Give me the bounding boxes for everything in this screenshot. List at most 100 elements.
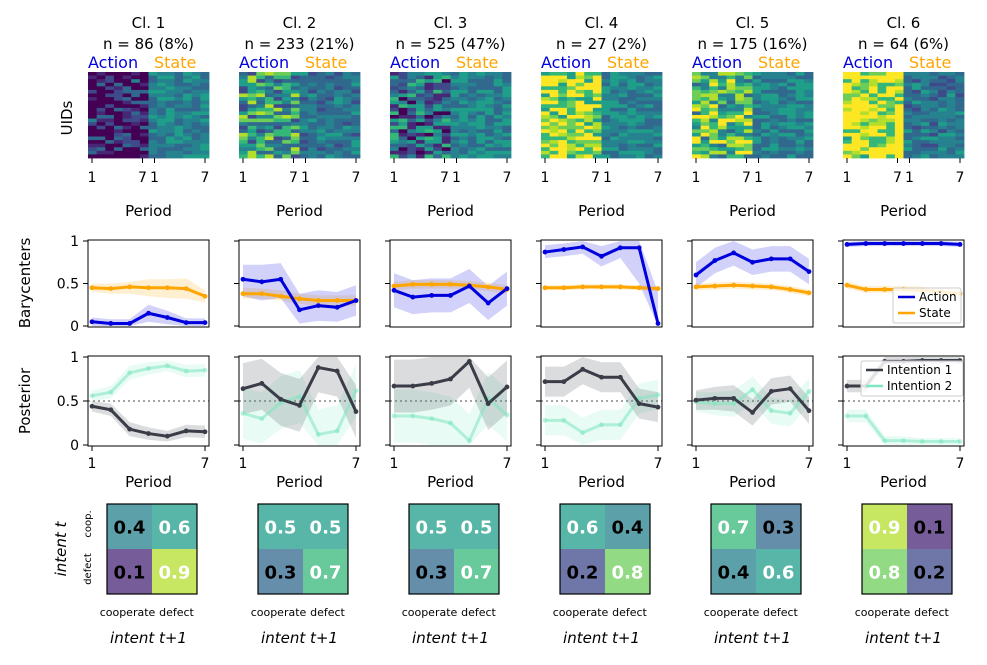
heatmap-action-cell bbox=[549, 111, 559, 116]
heatmap-action-cell bbox=[122, 82, 132, 87]
state-point bbox=[202, 293, 208, 299]
heatmap-action-cell bbox=[549, 93, 559, 98]
heatmap-state-cell bbox=[912, 111, 922, 116]
heatmap-action-cell bbox=[282, 93, 292, 98]
heatmap-action-cell bbox=[735, 104, 745, 109]
heatmap-action-cell bbox=[273, 82, 283, 87]
heatmap-state-cell bbox=[752, 100, 762, 105]
heatmap-state-cell bbox=[299, 100, 309, 105]
heatmap-state-cell bbox=[450, 97, 460, 102]
heatmap-action-cell bbox=[247, 89, 257, 94]
heatmap-action-cell bbox=[433, 72, 443, 76]
heatmap-state-cell bbox=[920, 72, 930, 76]
heatmap-state-cell bbox=[316, 125, 326, 130]
heatmap-action-cell bbox=[726, 140, 736, 145]
heatmap-state-cell bbox=[502, 115, 512, 119]
heatmap-action-cell bbox=[105, 147, 115, 152]
heatmap-state-cell bbox=[502, 129, 512, 134]
heatmap-action-cell bbox=[584, 82, 594, 87]
action-point bbox=[787, 256, 793, 262]
heatmap-state-cell bbox=[636, 115, 646, 119]
heatmap-state-cell bbox=[476, 150, 486, 155]
heatmap-state-cell bbox=[955, 97, 965, 102]
heatmap-state-cell bbox=[467, 107, 477, 112]
heatmap-state-cell bbox=[787, 140, 797, 145]
heatmap-state-cell bbox=[912, 132, 922, 137]
heatmap-state-cell bbox=[334, 154, 344, 159]
heatmap-action-cell bbox=[709, 143, 719, 148]
heatmap-state-cell bbox=[769, 125, 779, 130]
heatmap-action-cell bbox=[692, 97, 702, 102]
heatmap-tick-label: 7 bbox=[352, 170, 361, 186]
heatmap-state-cell bbox=[316, 97, 326, 102]
heatmap-state-cell bbox=[752, 107, 762, 112]
heatmap-state-cell bbox=[148, 79, 158, 84]
action-header: Action bbox=[390, 53, 440, 72]
heatmap-action-cell bbox=[256, 100, 266, 105]
heatmap-state-cell bbox=[610, 147, 620, 152]
action-point bbox=[504, 286, 510, 291]
heatmap-state-cell bbox=[903, 100, 913, 105]
heatmap-state-cell bbox=[946, 125, 956, 130]
intention-1-point bbox=[448, 376, 453, 382]
posterior-xtick-label: 1 bbox=[843, 456, 852, 472]
heatmap-state-cell bbox=[191, 154, 201, 159]
heatmap-action-cell bbox=[105, 125, 115, 130]
heatmap-state-cell bbox=[929, 97, 939, 102]
heatmap-state-cell bbox=[334, 140, 344, 145]
heatmap-state-cell bbox=[903, 86, 913, 91]
heatmap-action-cell bbox=[88, 75, 98, 80]
heatmap-state-cell bbox=[342, 122, 352, 127]
heatmap-action-cell bbox=[290, 97, 300, 102]
heatmap-action-cell bbox=[843, 125, 853, 130]
heatmap-action-cell bbox=[88, 125, 98, 130]
heatmap-action-cell bbox=[105, 104, 115, 109]
heatmap-action-cell bbox=[264, 97, 274, 102]
matrix-frame bbox=[559, 503, 651, 595]
heatmap-action-cell bbox=[894, 100, 904, 105]
heatmap-action-cell bbox=[139, 104, 149, 109]
heatmap-state-cell bbox=[174, 79, 184, 84]
heatmap-action-cell bbox=[282, 129, 292, 134]
heatmap-state-cell bbox=[752, 143, 762, 148]
heatmap-action-cell bbox=[433, 132, 443, 137]
uid-heatmap bbox=[88, 72, 210, 159]
heatmap-state-cell bbox=[601, 75, 611, 80]
heatmap-action-cell bbox=[575, 136, 585, 141]
heatmap-action-cell bbox=[424, 122, 434, 127]
heatmap-state-cell bbox=[636, 100, 646, 105]
heatmap-state-cell bbox=[601, 107, 611, 112]
heatmap-state-cell bbox=[325, 136, 335, 141]
heatmap-state-cell bbox=[174, 100, 184, 105]
heatmap-action-cell bbox=[726, 72, 736, 76]
matrix-value: 0.4 bbox=[612, 518, 644, 539]
heatmap-state-cell bbox=[929, 72, 939, 76]
heatmap-action-cell bbox=[709, 89, 719, 94]
heatmap-state-cell bbox=[191, 107, 201, 112]
heatmap-state-cell bbox=[618, 150, 628, 155]
heatmap-state-cell bbox=[946, 72, 956, 76]
heatmap-state-cell bbox=[618, 93, 628, 98]
heatmap-state-cell bbox=[459, 104, 469, 109]
heatmap-state-cell bbox=[467, 89, 477, 94]
heatmap-state-cell bbox=[308, 79, 318, 84]
heatmap-action-cell bbox=[131, 147, 141, 152]
action-point bbox=[957, 242, 963, 247]
heatmap-state-cell bbox=[752, 104, 762, 109]
heatmap-action-cell bbox=[549, 72, 559, 76]
heatmap-action-cell bbox=[549, 122, 559, 127]
heatmap-action-cell bbox=[239, 150, 249, 155]
heatmap-state-cell bbox=[787, 136, 797, 141]
intention-1-point bbox=[561, 379, 567, 385]
heatmap-state-cell bbox=[493, 89, 503, 94]
heatmap-action-cell bbox=[131, 107, 141, 112]
state-point bbox=[580, 284, 586, 290]
heatmap-state-cell bbox=[351, 140, 361, 145]
posterior-xlabel: Period bbox=[276, 473, 323, 491]
heatmap-action-cell bbox=[843, 75, 853, 80]
heatmap-action-cell bbox=[868, 93, 878, 98]
heatmap-tick-label: 7 bbox=[956, 170, 965, 186]
heatmap-action-cell bbox=[541, 104, 551, 109]
posterior-plot-area bbox=[390, 357, 511, 445]
heatmap-state-cell bbox=[610, 111, 620, 116]
